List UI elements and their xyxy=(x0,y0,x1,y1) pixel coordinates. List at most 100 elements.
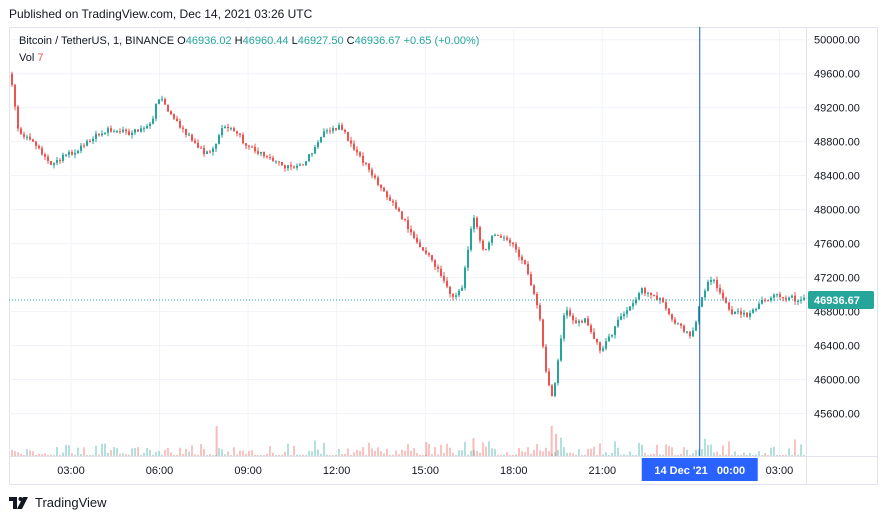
volume-bar xyxy=(686,449,688,456)
candle-body xyxy=(344,129,346,132)
candle-body xyxy=(311,153,313,155)
volume-bar xyxy=(455,454,457,456)
volume-bar xyxy=(458,450,460,456)
volume-legend[interactable]: Vol 7 xyxy=(19,52,43,64)
x-tick-label: 03:00 xyxy=(766,465,794,477)
candle-body xyxy=(629,306,631,311)
candle-body xyxy=(278,161,280,163)
volume-bar xyxy=(581,454,583,456)
volume-bar xyxy=(101,443,103,456)
volume-bar xyxy=(437,454,439,456)
y-tick-label: 46800.00 xyxy=(814,307,860,319)
volume-bar xyxy=(788,448,790,456)
candle-body xyxy=(122,129,124,132)
candle-body xyxy=(62,154,64,161)
volume-bar xyxy=(440,444,442,456)
volume-bar xyxy=(557,450,559,456)
candle-body xyxy=(605,341,607,349)
volume-bar xyxy=(749,452,751,456)
volume-bar xyxy=(248,451,250,456)
volume-bar xyxy=(392,454,394,456)
volume-bar xyxy=(428,444,430,456)
volume-bar xyxy=(596,454,598,456)
candle-body xyxy=(392,200,394,203)
volume-bar xyxy=(113,447,115,456)
candle-body xyxy=(719,287,721,293)
volume-bar xyxy=(68,445,70,456)
candle-body xyxy=(167,104,169,112)
candle-body xyxy=(689,331,691,337)
candlestick-chart[interactable]: 50000.00 49600.00 49200.00 48800.00 48400.00… xyxy=(9,27,878,485)
candle-body xyxy=(68,151,70,155)
candle-body xyxy=(686,331,688,333)
candle-body xyxy=(191,134,193,141)
volume-bar xyxy=(767,455,769,456)
candle-body xyxy=(434,260,436,267)
volume-bar xyxy=(578,449,580,456)
legend-open-label: O xyxy=(177,35,186,47)
candle-body xyxy=(545,346,547,372)
volume-bar xyxy=(803,454,805,456)
candle-body xyxy=(707,281,709,291)
published-note: Published on TradingView.com, Dec 14, 20… xyxy=(9,7,313,21)
volume-bar xyxy=(701,448,703,456)
candle-body xyxy=(368,163,370,170)
x-tick-label: 09:00 xyxy=(234,465,262,477)
volume-bar xyxy=(593,446,595,456)
candle-body xyxy=(23,134,25,137)
volume-bar xyxy=(599,443,601,456)
candle-body xyxy=(149,123,151,127)
volume-bar xyxy=(80,454,82,456)
volume-bar xyxy=(254,454,256,456)
volume-bar xyxy=(137,447,139,456)
candle-body xyxy=(548,371,550,386)
volume-bar xyxy=(410,450,412,456)
candle-body xyxy=(284,165,286,169)
candle-body xyxy=(200,147,202,149)
candle-body xyxy=(470,228,472,250)
candle-body xyxy=(581,320,583,323)
volume-bar xyxy=(251,450,253,456)
volume-bar xyxy=(92,454,94,456)
volume-bar xyxy=(59,454,61,456)
x-tick-label: 21:00 xyxy=(589,465,617,477)
candle-body xyxy=(626,310,628,314)
candle-body xyxy=(71,151,73,155)
candle-body xyxy=(404,219,406,221)
legend-symbol[interactable]: Bitcoin / TetherUS, 1, BINANCE xyxy=(19,35,175,47)
volume-bar xyxy=(785,454,787,456)
candle-body xyxy=(335,128,337,130)
candle-body xyxy=(308,154,310,162)
candle-body xyxy=(293,166,295,168)
volume-bar xyxy=(446,443,448,456)
volume-bar xyxy=(563,447,565,456)
candle-body xyxy=(86,140,88,146)
tradingview-logo[interactable]: TradingView xyxy=(9,495,107,510)
candle-body xyxy=(746,312,748,317)
volume-bar xyxy=(611,452,613,456)
volume-bar xyxy=(389,454,391,456)
volume-bar xyxy=(329,455,331,456)
candle-body xyxy=(647,292,649,294)
candle-body xyxy=(773,294,775,298)
volume-bar xyxy=(215,426,218,456)
candle-body xyxy=(677,323,679,325)
volume-bar xyxy=(290,454,292,456)
volume-bar xyxy=(38,453,40,456)
candle-body xyxy=(458,290,460,296)
volume-bar xyxy=(338,448,340,456)
volume-bar xyxy=(317,449,319,456)
legend-high-label: H xyxy=(234,35,243,47)
volume-bar xyxy=(209,454,211,456)
volume-bar xyxy=(491,448,493,456)
volume-bar xyxy=(758,451,760,456)
volume-bar xyxy=(503,454,505,456)
volume-bar xyxy=(422,454,424,456)
chart-frame xyxy=(9,27,878,485)
volume-bar xyxy=(545,447,547,456)
volume-bar xyxy=(674,454,676,456)
volume-bar xyxy=(212,454,214,456)
volume-bar xyxy=(62,452,64,456)
candle-body xyxy=(248,145,250,147)
legend-low-label: L xyxy=(291,35,298,47)
